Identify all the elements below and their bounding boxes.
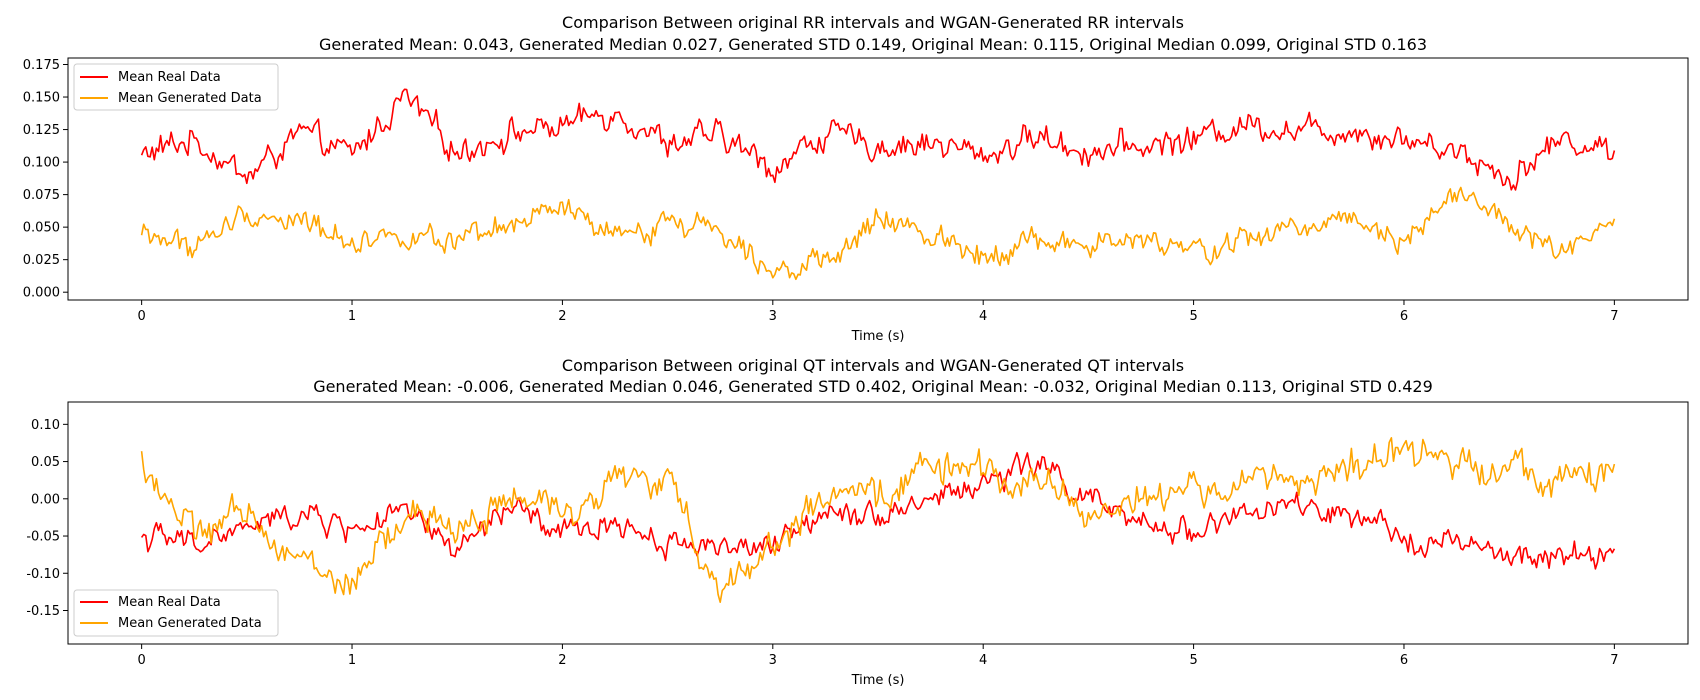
y-tick-label: 0.025 — [23, 253, 60, 268]
x-tick-label: 0 — [137, 309, 145, 324]
y-tick-label: -0.05 — [26, 530, 60, 545]
series-layer — [140, 88, 1616, 281]
series-line-generated — [140, 186, 1616, 281]
ticks-layer: 0 1 2 3 4 5 6 7 -0.15 -0.10 -0.05 0.00 0.05 0.10 — [26, 418, 1618, 668]
x-tick-label: 6 — [1400, 309, 1408, 324]
ticks-layer: 0 1 2 3 4 5 6 7 0.000 0.025 0.050 0.075 0.100 0.125 0.… — [23, 58, 1619, 324]
legend-box — [73, 589, 279, 637]
y-tick-label: -0.15 — [26, 604, 60, 619]
y-tick-label: 0.00 — [31, 492, 60, 507]
legend-label-generated: Mean Generated Data — [118, 616, 262, 631]
x-tick-label: 3 — [769, 309, 777, 324]
chart-title: Comparison Between original QT intervals… — [562, 356, 1184, 375]
x-tick-label: 2 — [558, 309, 566, 324]
x-tick-label: 1 — [348, 309, 356, 324]
x-axis-label: Time (s) — [851, 673, 905, 688]
y-tick-label: 0.050 — [23, 221, 60, 236]
x-axis-label: Time (s) — [851, 329, 905, 344]
legend-box — [73, 63, 279, 111]
series-line-real — [140, 88, 1616, 191]
plot-frame — [67, 401, 1689, 645]
y-tick-label: 0.125 — [23, 123, 60, 138]
y-tick-label: 0.10 — [31, 418, 60, 433]
x-tick-label: 0 — [137, 653, 145, 668]
y-tick-label: 0.150 — [23, 91, 60, 106]
x-tick-label: 5 — [1189, 653, 1197, 668]
legend-label-real: Mean Real Data — [118, 70, 221, 85]
plot-frame — [67, 57, 1689, 301]
series-layer — [140, 436, 1616, 604]
x-tick-label: 4 — [979, 653, 987, 668]
x-tick-label: 7 — [1610, 653, 1618, 668]
rr-interval-chart: Comparison Between original RR intervals… — [23, 13, 1689, 344]
y-tick-label: -0.10 — [26, 567, 60, 582]
x-tick-label: 2 — [558, 653, 566, 668]
legend-label-generated: Mean Generated Data — [118, 91, 262, 106]
chart-title: Comparison Between original RR intervals… — [562, 13, 1184, 32]
y-tick-label: 0.100 — [23, 156, 60, 171]
series-line-real — [140, 451, 1616, 570]
legend: Mean Real Data Mean Generated Data — [73, 63, 279, 111]
x-tick-label: 1 — [348, 653, 356, 668]
series-line-generated — [140, 436, 1616, 604]
x-tick-label: 6 — [1400, 653, 1408, 668]
x-tick-label: 4 — [979, 309, 987, 324]
x-tick-label: 7 — [1610, 309, 1618, 324]
legend: Mean Real Data Mean Generated Data — [73, 589, 279, 637]
chart-subtitle: Generated Mean: -0.006, Generated Median… — [313, 377, 1433, 396]
chart-subtitle: Generated Mean: 0.043, Generated Median … — [319, 35, 1427, 54]
y-tick-label: 0.075 — [23, 188, 60, 203]
x-tick-label: 3 — [769, 653, 777, 668]
y-tick-label: 0.175 — [23, 58, 60, 73]
qt-interval-chart: Comparison Between original QT intervals… — [26, 356, 1689, 688]
x-tick-label: 5 — [1189, 309, 1197, 324]
y-tick-label: 0.000 — [23, 286, 60, 301]
legend-label-real: Mean Real Data — [118, 595, 221, 610]
y-tick-label: 0.05 — [31, 455, 60, 470]
